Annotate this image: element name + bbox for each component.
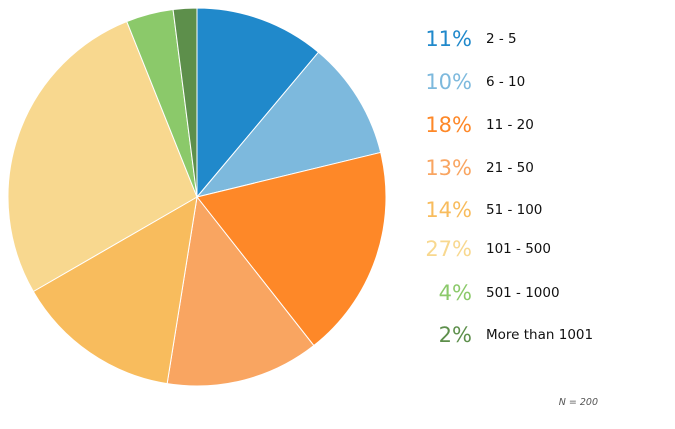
legend-label: 11 - 20 <box>486 117 534 133</box>
legend-label: 21 - 50 <box>486 160 534 176</box>
legend-item: 18% 11 - 20 <box>404 110 664 140</box>
legend-item: 2% More than 1001 <box>404 320 664 350</box>
legend-item: 4% 501 - 1000 <box>404 278 664 308</box>
legend-percent: 10% <box>425 70 472 94</box>
legend-label: 101 - 500 <box>486 241 551 257</box>
legend-percent: 2% <box>438 323 472 347</box>
legend-item: 11% 2 - 5 <box>404 24 664 54</box>
legend-item: 13% 21 - 50 <box>404 153 664 183</box>
legend-percent: 27% <box>425 237 472 261</box>
pie-slice-0 <box>196 7 320 199</box>
legend-percent: 11% <box>425 27 472 51</box>
pie-slice-2 <box>196 151 387 347</box>
legend-item: 14% 51 - 100 <box>404 195 664 225</box>
legend-percent: 13% <box>425 156 472 180</box>
pie-slice-7 <box>172 7 198 198</box>
legend-label: 6 - 10 <box>486 74 526 90</box>
legend-label: 2 - 5 <box>486 31 517 47</box>
pie-plot-area <box>7 7 387 387</box>
legend-percent: 14% <box>425 198 472 222</box>
legend-percent: 18% <box>425 113 472 137</box>
pie-slice-3 <box>166 195 315 387</box>
legend-label: More than 1001 <box>486 327 594 343</box>
pie-slice-5 <box>7 20 198 293</box>
pie-slice-1 <box>195 51 382 198</box>
legend-label: 501 - 1000 <box>486 285 560 301</box>
legend-percent: 4% <box>438 281 472 305</box>
pie-slice-4 <box>32 196 198 385</box>
legend-item: 10% 6 - 10 <box>404 67 664 97</box>
legend-item: 27% 101 - 500 <box>404 234 664 264</box>
legend-label: 51 - 100 <box>486 202 543 218</box>
sample-size-note: N = 200 <box>558 397 598 408</box>
